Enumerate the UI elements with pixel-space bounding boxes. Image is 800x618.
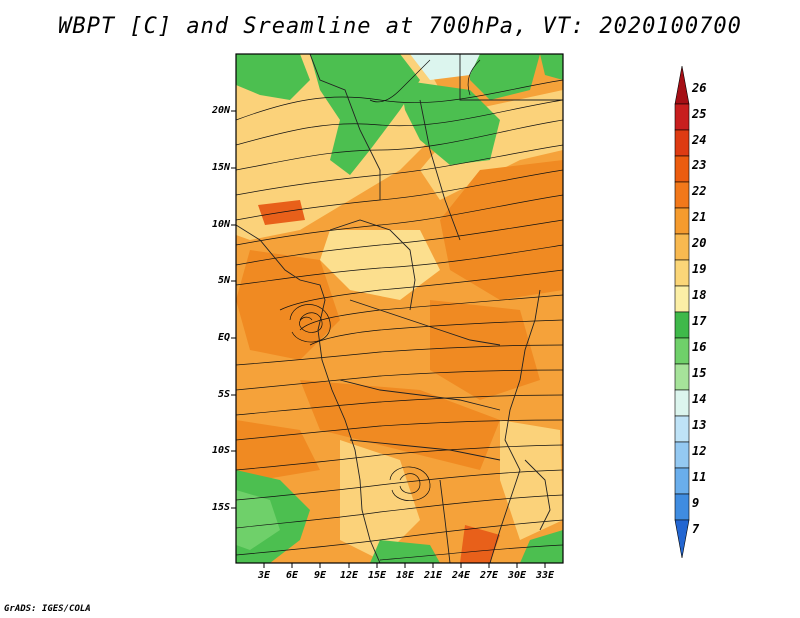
wbpt-zone-17 (400, 80, 500, 165)
lon-ticks (263, 563, 546, 568)
streamlines (236, 59, 563, 561)
colorbar-label: 14 (692, 392, 707, 406)
footer-credit: GrADS: IGES/COLA (4, 604, 91, 614)
colorbar-label: 13 (692, 418, 707, 432)
lon-label: 27E (479, 570, 499, 581)
colorbar-segment (674, 285, 690, 313)
colorbar-segment (674, 337, 690, 365)
colorbar-label: 9 (692, 496, 700, 510)
wbpt-zone-22 (236, 420, 320, 480)
wbpt-zone-17 (540, 54, 563, 80)
lat-label: 5N (217, 275, 230, 286)
lat-label: 20N (211, 105, 230, 116)
wbpt-zone-15 (410, 54, 480, 80)
colorbar-segment (674, 65, 690, 105)
colorbar-label: 20 (692, 236, 707, 250)
colorbar-label: 19 (692, 262, 707, 276)
wbpt-zone-17 (236, 54, 310, 100)
colorbar-label: 22 (692, 184, 707, 198)
colorbar-segment (674, 363, 690, 391)
wbpt-zone-23 (460, 525, 500, 563)
colorbar-segment (674, 519, 690, 559)
map-title: WBPT [C] and Sreamline at 700hPa, VT: 20… (58, 14, 742, 39)
colorbar-label: 18 (692, 288, 707, 302)
colorbar-label: 17 (692, 314, 707, 328)
colorbar-segment (674, 389, 690, 417)
colorbar-segment (674, 415, 690, 443)
colorbar-label: 15 (692, 366, 707, 380)
colorbar-segment (674, 311, 690, 339)
wbpt-zone-22 (430, 300, 540, 400)
lon-label: 18E (395, 570, 415, 581)
colorbar-label: 23 (692, 158, 707, 172)
lat-label: 5S (217, 389, 230, 400)
colorbar-label: 25 (692, 107, 707, 121)
colorbar-segment (674, 493, 690, 521)
colorbar-label: 21 (692, 210, 707, 224)
colorbar-segment (674, 467, 690, 495)
lon-label: 6E (285, 570, 299, 581)
colorbar (674, 65, 690, 559)
wbpt-zone-17 (310, 54, 420, 175)
lon-label: 3E (257, 570, 271, 581)
colorbar-segment (674, 103, 690, 131)
lon-label: 33E (535, 570, 555, 581)
wbpt-zone-19 (500, 420, 563, 540)
lon-label: 9E (313, 570, 327, 581)
coastlines (236, 54, 563, 563)
colorbar-segment (674, 129, 690, 157)
colorbar-label: 16 (692, 340, 707, 354)
lat-label: 15S (211, 502, 230, 513)
map-border (235, 53, 564, 564)
colorbar-segment (674, 155, 690, 183)
lat-ticks (231, 110, 236, 509)
lon-label: 30E (507, 570, 527, 581)
wbpt-zone-17 (470, 54, 540, 100)
lat-label: EQ (217, 332, 230, 343)
lat-label: 15N (211, 162, 230, 173)
colorbar-segment (674, 207, 690, 235)
wbpt-zone-19 (340, 440, 420, 560)
colorbar-label: 11 (692, 470, 707, 484)
colorbar-label: 24 (692, 133, 707, 147)
wbpt-zone-17 (370, 540, 440, 563)
colorbar-label: 7 (692, 522, 700, 536)
lat-label: 10N (211, 219, 230, 230)
lat-label: 10S (211, 445, 230, 456)
colorbar-label: 26 (692, 81, 707, 95)
colorbar-label: 12 (692, 444, 707, 458)
colorbar-segment (674, 259, 690, 287)
lon-label: 24E (451, 570, 471, 581)
wbpt-zone-16 (236, 490, 280, 550)
colorbar-segment (674, 233, 690, 261)
lon-label: 12E (339, 570, 359, 581)
wbpt-zone-19 (320, 230, 440, 300)
lon-label: 21E (423, 570, 443, 581)
colorbar-segment (674, 181, 690, 209)
colorbar-segment (674, 441, 690, 469)
lon-label: 15E (367, 570, 387, 581)
